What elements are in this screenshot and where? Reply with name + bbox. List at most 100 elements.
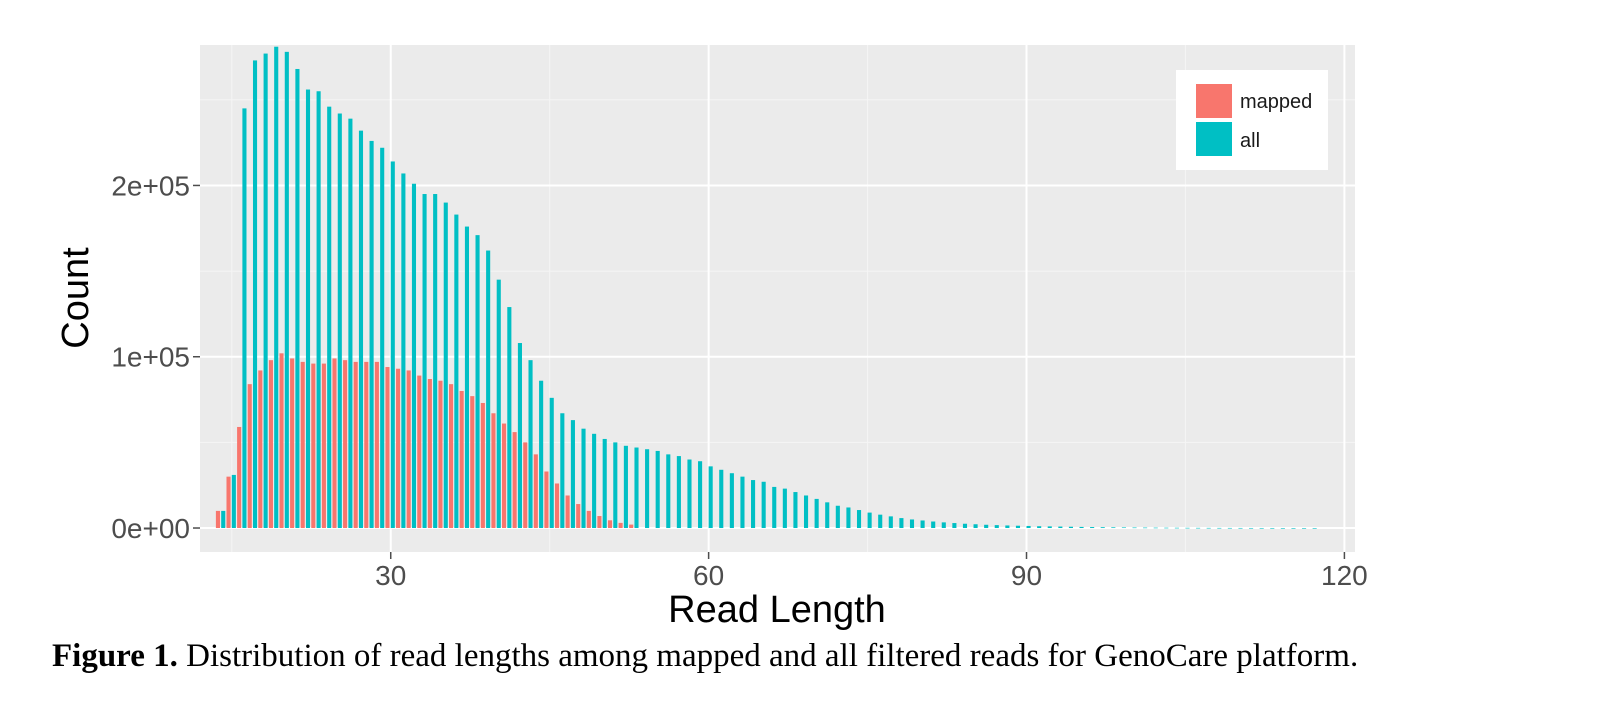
- bar-all-107: [1206, 527, 1211, 529]
- bar-mapped-28: [364, 361, 369, 529]
- bar-all-63: [740, 476, 745, 529]
- bar-mapped-36: [449, 384, 454, 529]
- bar-all-23: [316, 91, 321, 529]
- bar-all-82: [941, 522, 946, 529]
- series-all: [221, 46, 1317, 529]
- bar-all-47: [570, 420, 575, 529]
- bar-all-20: [284, 51, 289, 529]
- bar-all-99: [1121, 527, 1126, 529]
- bar-all-43: [528, 360, 533, 529]
- bar-all-97: [1100, 527, 1105, 529]
- legend-swatch-all: [1196, 122, 1232, 156]
- bar-all-62: [729, 473, 734, 529]
- x-tick-label: 120: [1321, 560, 1368, 591]
- bar-all-46: [560, 413, 565, 529]
- bar-all-32: [411, 183, 417, 529]
- bar-mapped-53: [629, 524, 634, 529]
- bar-all-64: [751, 480, 756, 529]
- bar-all-117: [1312, 528, 1317, 529]
- bar-all-78: [899, 518, 904, 529]
- bar-mapped-19: [268, 360, 273, 529]
- bar-mapped-16: [237, 426, 242, 529]
- bar-mapped-50: [597, 516, 602, 529]
- bar-all-105: [1185, 527, 1190, 529]
- bar-mapped-47: [565, 495, 570, 529]
- bar-all-87: [994, 525, 999, 529]
- x-tick-label: 90: [1011, 560, 1042, 591]
- bar-all-16: [242, 108, 247, 529]
- bar-all-72: [835, 505, 840, 529]
- bar-mapped-41: [502, 423, 507, 529]
- x-tick-label: 30: [375, 560, 406, 591]
- bar-all-15: [231, 474, 236, 529]
- bar-all-55: [655, 450, 660, 529]
- bar-all-89: [1015, 525, 1021, 529]
- bar-all-71: [825, 502, 830, 529]
- y-axis-title: Count: [55, 247, 97, 349]
- x-tick-label: 60: [693, 560, 724, 591]
- bar-mapped-29: [374, 361, 379, 529]
- bar-mapped-23: [311, 363, 316, 529]
- bar-mapped-35: [438, 380, 443, 529]
- series-mapped: [215, 353, 634, 529]
- bar-all-56: [666, 454, 671, 529]
- bar-all-116: [1302, 528, 1307, 529]
- bar-all-102: [1153, 527, 1158, 529]
- bar-all-65: [761, 481, 766, 529]
- y-tick-label: 0e+00: [111, 513, 190, 544]
- bar-all-68: [793, 492, 798, 529]
- bar-all-61: [719, 469, 724, 529]
- bar-all-101: [1143, 527, 1148, 529]
- bar-all-38: [475, 235, 480, 529]
- bar-all-30: [390, 161, 395, 529]
- bar-mapped-34: [427, 379, 432, 529]
- bar-all-98: [1111, 527, 1116, 529]
- bar-all-35: [443, 202, 448, 529]
- bar-mapped-32: [406, 370, 411, 529]
- bar-all-79: [909, 519, 915, 529]
- bar-mapped-14: [215, 510, 220, 529]
- bar-mapped-30: [385, 367, 390, 529]
- bar-all-51: [613, 442, 618, 529]
- bar-all-49: [592, 433, 597, 529]
- bar-all-37: [464, 226, 470, 529]
- bar-all-19: [274, 46, 279, 529]
- bar-all-27: [358, 130, 364, 529]
- legend: mapped all: [1176, 70, 1328, 170]
- bar-all-34: [433, 194, 438, 529]
- bar-all-44: [539, 380, 544, 529]
- bar-all-52: [623, 445, 628, 529]
- bar-all-48: [581, 428, 586, 529]
- bar-all-41: [507, 307, 512, 529]
- bar-all-24: [327, 106, 332, 529]
- bar-all-100: [1132, 527, 1137, 529]
- bar-all-84: [962, 523, 968, 529]
- bar-all-58: [687, 459, 692, 529]
- bar-all-57: [676, 456, 681, 529]
- bar-all-88: [1005, 525, 1010, 529]
- legend-swatch-mapped: [1196, 84, 1232, 118]
- bar-mapped-42: [512, 432, 517, 529]
- bar-mapped-31: [396, 368, 401, 529]
- bar-all-66: [772, 486, 777, 529]
- bar-all-91: [1037, 526, 1042, 529]
- bar-all-33: [422, 194, 427, 529]
- bar-all-73: [846, 507, 851, 529]
- y-tick-label: 1e+05: [111, 342, 190, 373]
- bar-mapped-43: [523, 442, 528, 529]
- legend-label-all: all: [1240, 130, 1260, 152]
- bar-mapped-49: [586, 510, 591, 529]
- bar-all-39: [486, 250, 491, 529]
- bar-all-95: [1079, 526, 1084, 529]
- bar-mapped-27: [353, 361, 358, 529]
- bar-all-94: [1068, 526, 1073, 529]
- bar-mapped-37: [459, 390, 464, 529]
- bar-mapped-24: [321, 363, 326, 529]
- bar-mapped-17: [247, 384, 252, 529]
- bar-mapped-18: [258, 370, 263, 529]
- bar-all-74: [856, 510, 862, 529]
- caption-label: Figure 1.: [52, 638, 178, 674]
- bar-all-28: [369, 140, 374, 529]
- bar-all-114: [1280, 528, 1285, 529]
- bar-all-115: [1291, 528, 1296, 529]
